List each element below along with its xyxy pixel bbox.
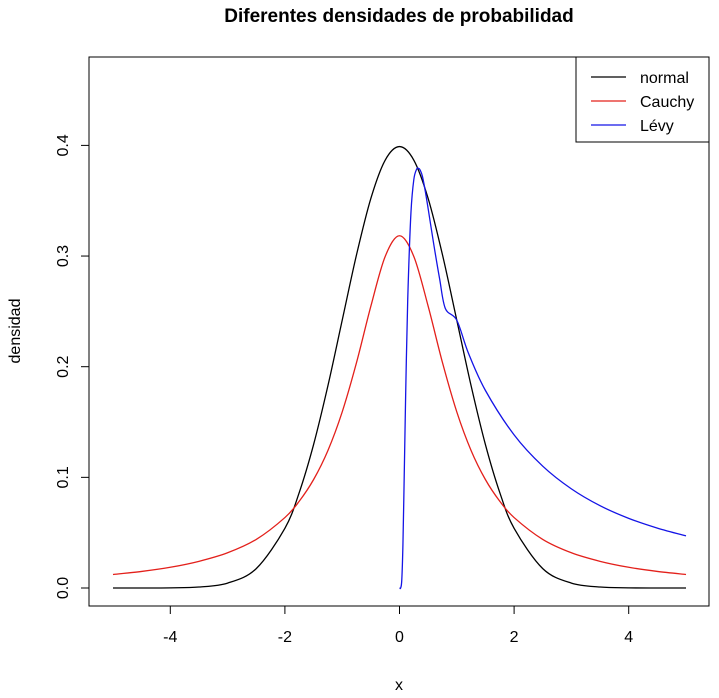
chart-title: Diferentes densidades de probabilidad: [224, 6, 573, 27]
y-tick-label: 0.0: [55, 577, 72, 599]
legend-box: [575, 56, 710, 143]
x-axis-label: x: [395, 677, 403, 694]
y-axis-label: densidad: [7, 299, 24, 364]
x-tick-label: 4: [624, 629, 633, 646]
legend-label: normal: [640, 70, 689, 87]
y-axis: 0.0 0.1 0.2 0.3 0.4: [55, 134, 90, 599]
series-line-1: [112, 235, 687, 576]
x-tick-label: 2: [510, 629, 519, 646]
x-tick-label: -4: [163, 629, 177, 646]
y-tick-label: 0.1: [55, 466, 72, 488]
series-line-2: [399, 167, 687, 590]
legend-label: Cauchy: [640, 94, 694, 111]
x-tick-label: 0: [395, 629, 404, 646]
legend-label: Lévy: [640, 118, 674, 135]
series-line-0: [112, 145, 687, 589]
legend: normal Cauchy Lévy: [575, 56, 710, 143]
series-lines: [112, 145, 687, 590]
y-tick-label: 0.2: [55, 355, 72, 377]
x-tick-label: -2: [278, 629, 292, 646]
x-axis: -4 -2 0 2 4: [163, 605, 633, 646]
y-tick-label: 0.4: [55, 134, 72, 156]
y-tick-label: 0.3: [55, 245, 72, 267]
